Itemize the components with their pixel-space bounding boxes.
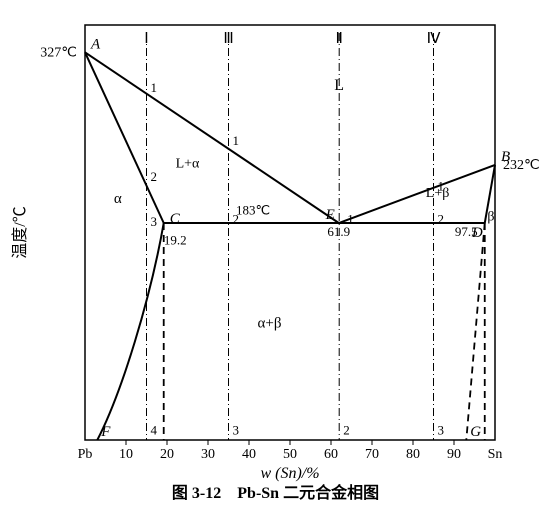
svg-text:Pb: Pb	[78, 447, 93, 462]
svg-text:10: 10	[119, 447, 133, 462]
svg-text:C: C	[170, 211, 181, 227]
figure-caption: 图 3-12 Pb-Sn 二元合金相图	[0, 479, 551, 503]
svg-text:Ⅲ: Ⅲ	[223, 31, 233, 47]
svg-text:80: 80	[406, 447, 420, 462]
svg-text:183℃: 183℃	[236, 203, 270, 218]
svg-text:1: 1	[233, 133, 240, 148]
svg-text:E: E	[325, 207, 335, 223]
svg-text:327℃: 327℃	[40, 45, 77, 60]
svg-text:B: B	[501, 149, 510, 165]
svg-text:Ⅱ: Ⅱ	[336, 31, 343, 47]
svg-text:40: 40	[242, 447, 256, 462]
svg-text:70: 70	[365, 447, 379, 462]
svg-text:50: 50	[283, 447, 297, 462]
svg-text:3: 3	[151, 214, 158, 229]
svg-text:1: 1	[347, 211, 354, 226]
svg-text:Ⅰ: Ⅰ	[144, 31, 148, 47]
svg-text:L: L	[334, 77, 344, 94]
svg-text:2: 2	[233, 211, 240, 226]
svg-text:30: 30	[201, 447, 215, 462]
svg-text:1: 1	[438, 178, 445, 193]
svg-text:3: 3	[233, 423, 240, 438]
svg-text:2: 2	[438, 211, 445, 226]
svg-text:β: β	[487, 210, 494, 225]
svg-text:Sn: Sn	[488, 447, 503, 462]
svg-text:F: F	[100, 424, 111, 440]
svg-text:α: α	[114, 191, 122, 207]
svg-text:L+α: L+α	[176, 156, 200, 171]
svg-text:97.5: 97.5	[455, 224, 478, 239]
svg-text:3: 3	[438, 423, 445, 438]
svg-text:60: 60	[324, 447, 338, 462]
svg-text:G: G	[470, 424, 481, 440]
svg-text:20: 20	[160, 447, 174, 462]
svg-text:A: A	[90, 36, 101, 52]
svg-text:Ⅳ: Ⅳ	[427, 31, 441, 47]
svg-text:1: 1	[151, 80, 158, 95]
svg-text:2: 2	[343, 423, 350, 438]
phase-diagram-svg: 102030405060708090PbSnw (Sn)/%温度/℃327℃23…	[0, 0, 551, 485]
caption-title: Pb-Sn 二元合金相图	[237, 485, 379, 502]
caption-prefix: 图 3-12	[172, 485, 221, 502]
svg-text:温度/℃: 温度/℃	[11, 206, 29, 258]
svg-text:19.2: 19.2	[164, 232, 187, 247]
svg-text:2: 2	[151, 169, 158, 184]
svg-text:90: 90	[447, 447, 461, 462]
svg-text:4: 4	[151, 423, 158, 438]
svg-text:α+β: α+β	[258, 315, 282, 331]
